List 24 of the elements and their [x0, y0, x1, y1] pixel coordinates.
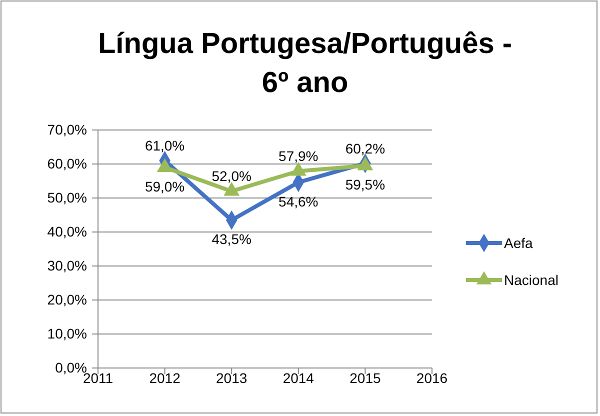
y-tick-label: 20,0%: [47, 291, 87, 308]
y-tick-label: 40,0%: [47, 223, 87, 240]
data-label: 59,5%: [345, 176, 386, 193]
y-tick-label: 60,0%: [47, 155, 87, 172]
y-tick-label: 70,0%: [47, 121, 87, 138]
y-tick-label: 10,0%: [47, 325, 87, 342]
y-tick-label: 0,0%: [55, 359, 87, 376]
legend-label: Aefa: [504, 235, 534, 251]
legend-label: Nacional: [504, 272, 558, 288]
data-label: 52,0%: [212, 168, 252, 184]
x-tick-label: 2012: [149, 370, 181, 386]
data-label: 61,0%: [144, 138, 185, 154]
x-tick-label: 2016: [416, 370, 448, 386]
data-label: 43,5%: [212, 231, 252, 248]
data-label: 57,9%: [278, 148, 318, 164]
y-tick-label: 30,0%: [47, 257, 87, 274]
data-label: 59,0%: [144, 178, 185, 194]
x-tick-label: 2015: [350, 370, 381, 386]
data-label: 54,6%: [278, 193, 318, 210]
chart-title: Língua Portugesa/Português - 6º ano: [98, 28, 512, 99]
x-tick-label: 2013: [216, 370, 248, 386]
data-label: 60,2%: [345, 140, 386, 156]
x-tick-label: 2014: [282, 370, 314, 386]
y-tick-label: 50,0%: [47, 189, 87, 206]
